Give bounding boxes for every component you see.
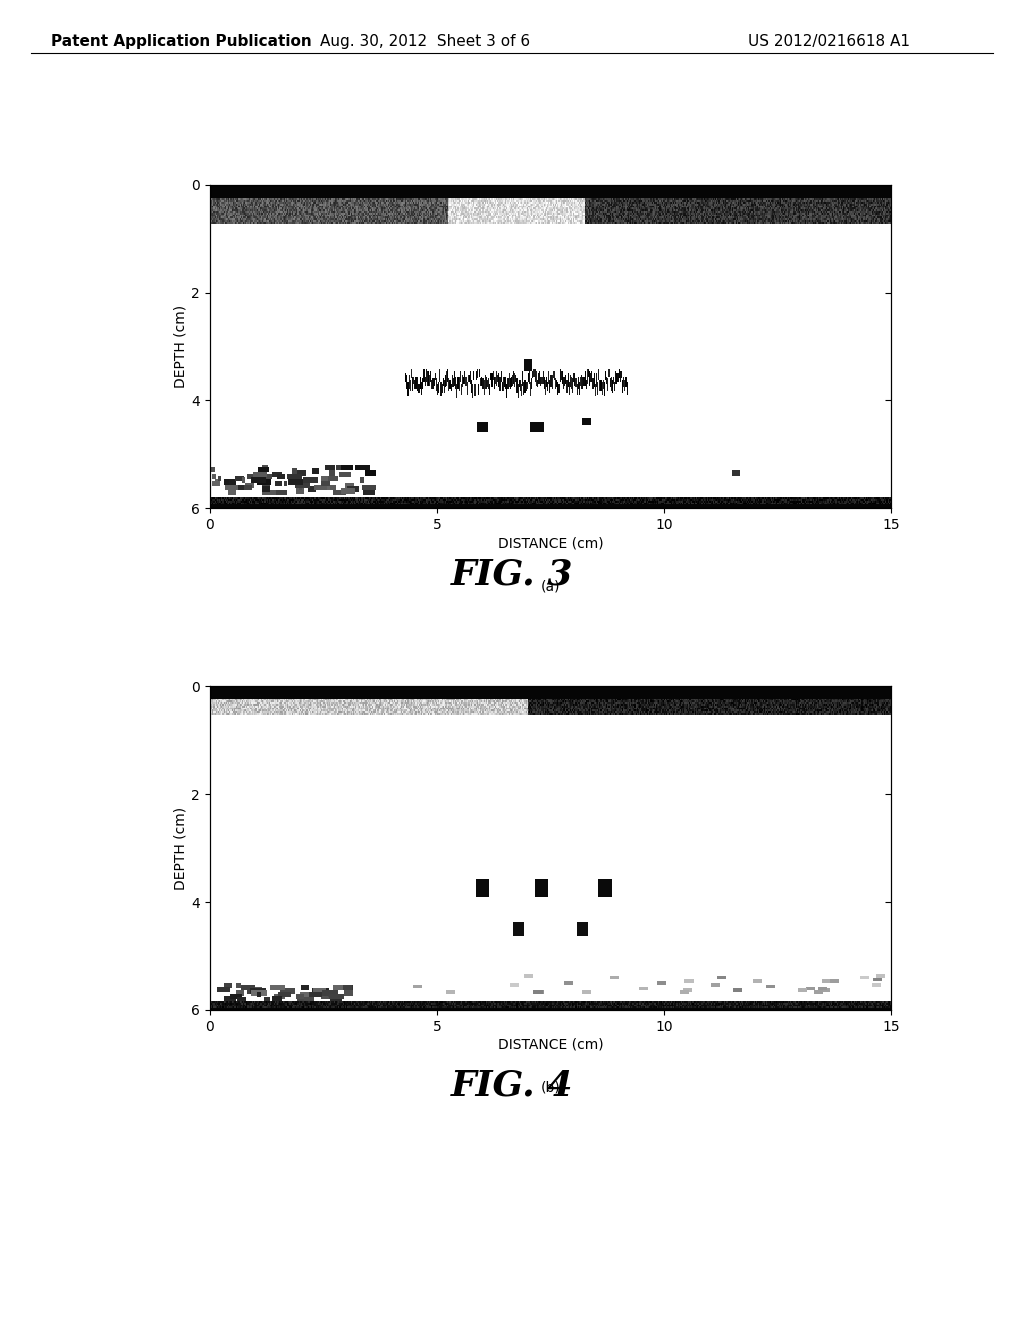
Text: (a): (a) (541, 579, 560, 594)
Text: Patent Application Publication: Patent Application Publication (51, 34, 312, 49)
X-axis label: DISTANCE (cm): DISTANCE (cm) (498, 536, 603, 550)
Y-axis label: DEPTH (cm): DEPTH (cm) (173, 305, 187, 388)
Text: FIG. 4: FIG. 4 (451, 1068, 573, 1102)
Text: (b): (b) (541, 1081, 560, 1096)
Text: Aug. 30, 2012  Sheet 3 of 6: Aug. 30, 2012 Sheet 3 of 6 (319, 34, 530, 49)
Text: FIG. 3: FIG. 3 (451, 557, 573, 591)
Text: US 2012/0216618 A1: US 2012/0216618 A1 (748, 34, 909, 49)
X-axis label: DISTANCE (cm): DISTANCE (cm) (498, 1038, 603, 1052)
Y-axis label: DEPTH (cm): DEPTH (cm) (173, 807, 187, 890)
